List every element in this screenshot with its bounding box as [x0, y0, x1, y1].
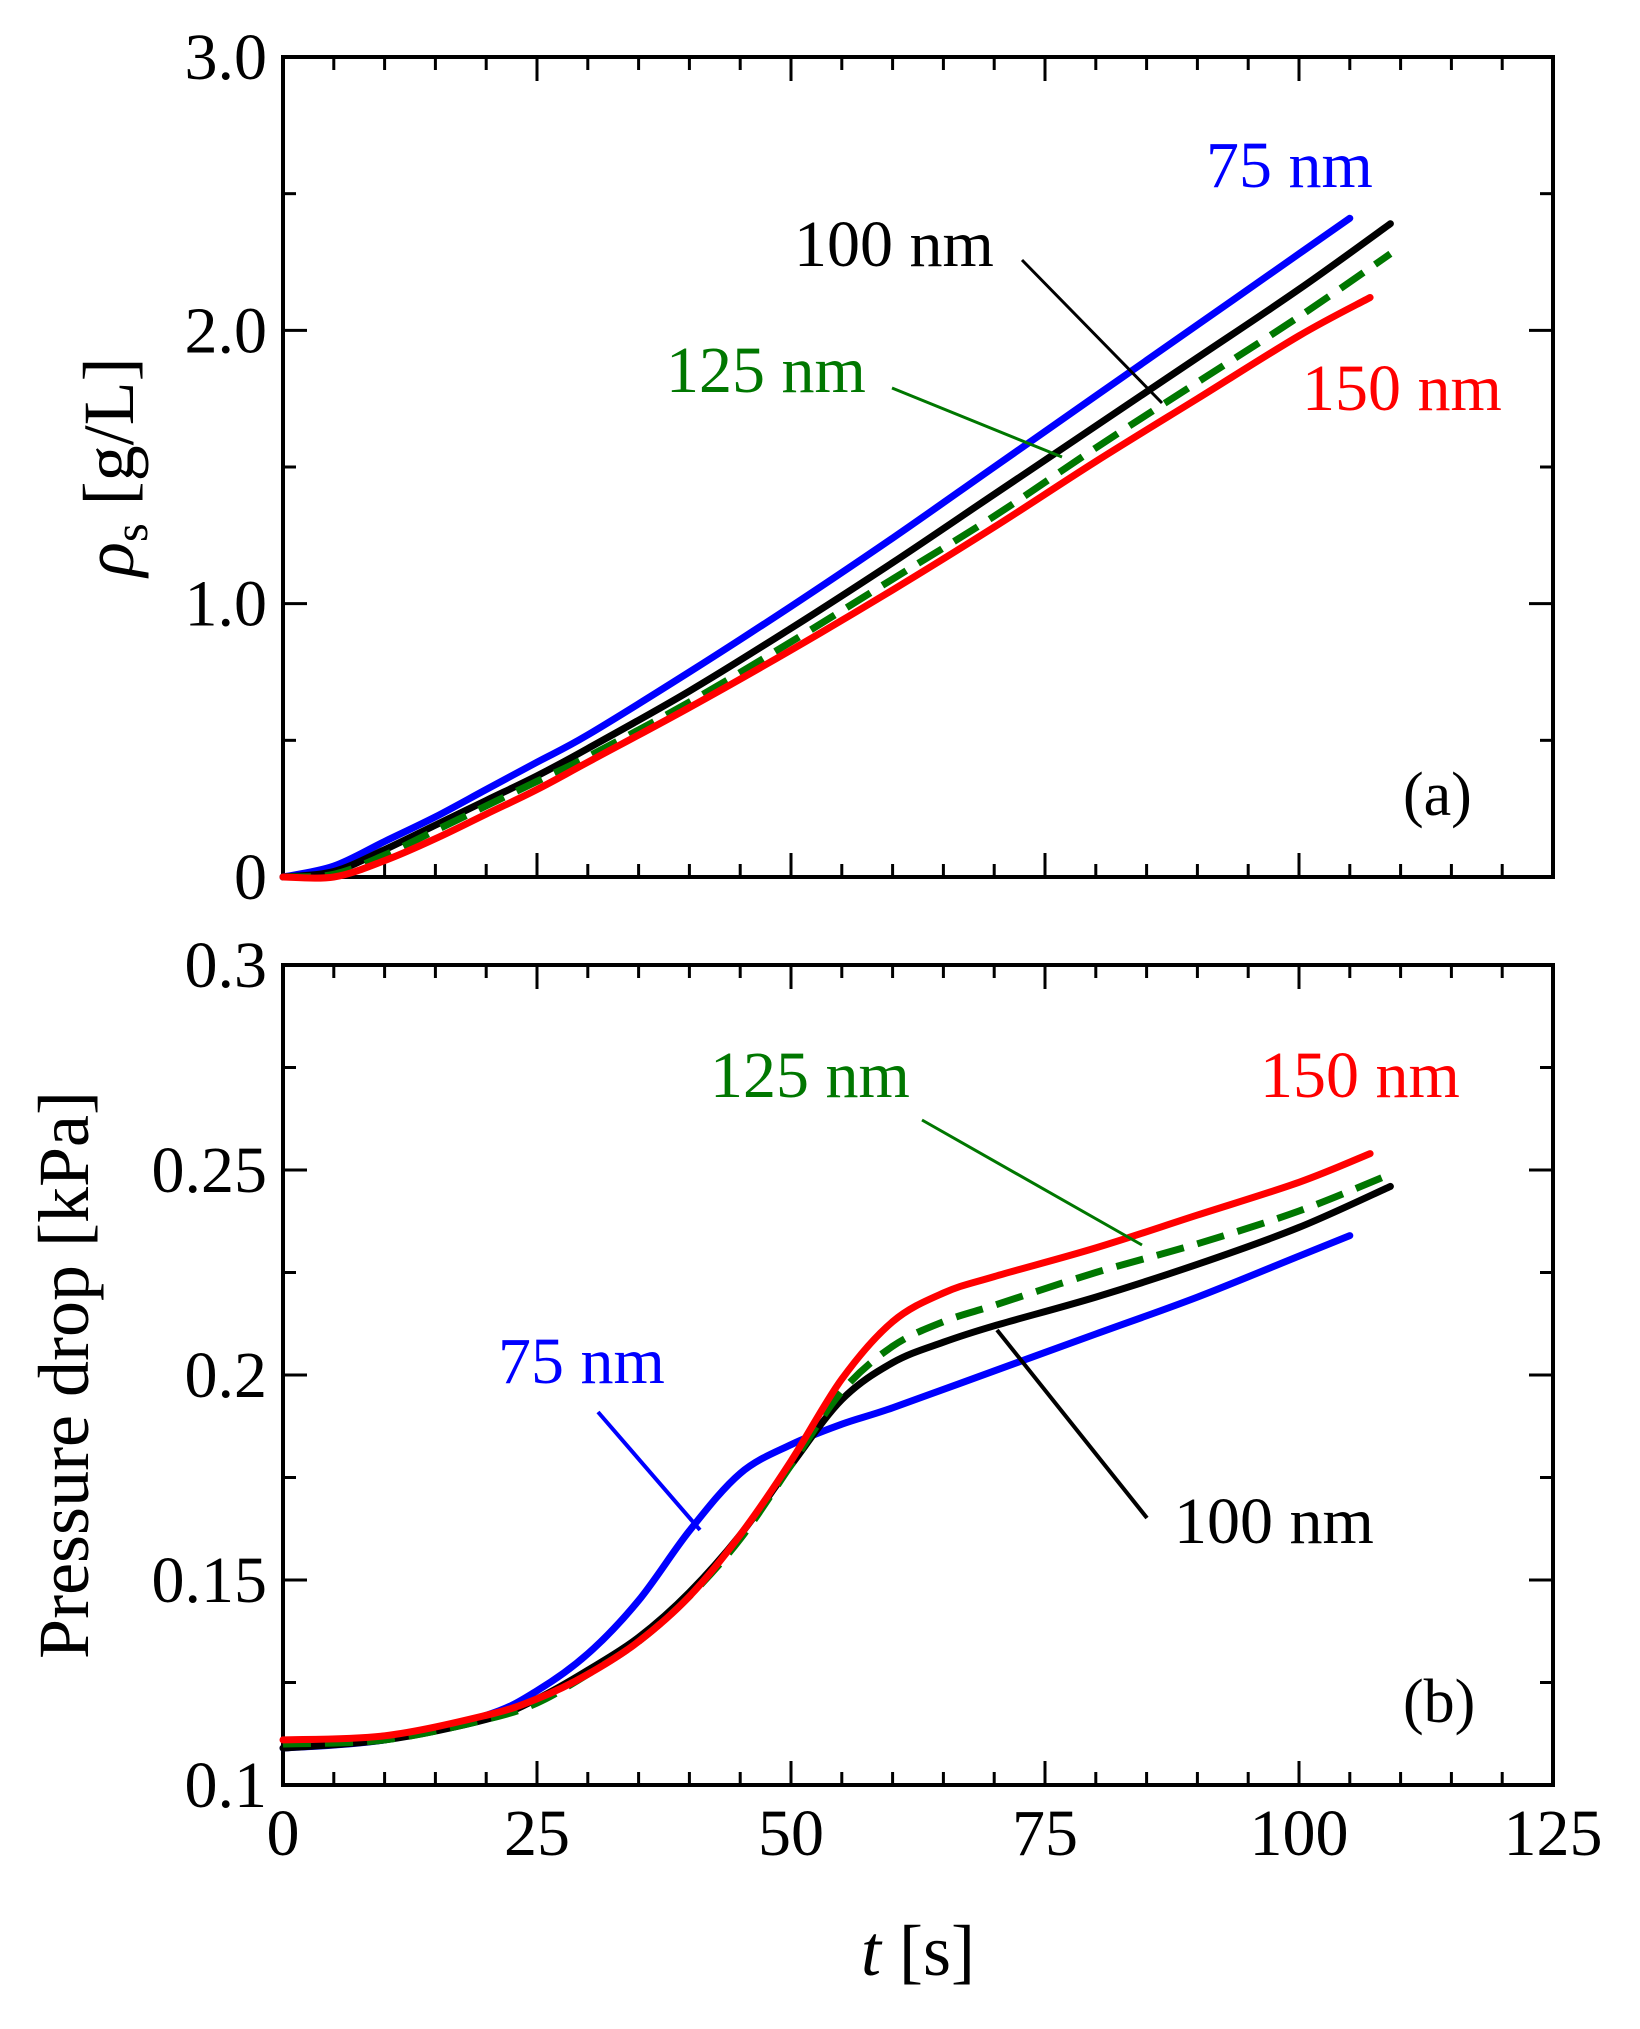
panel-a-y-tick-labels: 0 1.0 2.0 3.0	[185, 21, 268, 914]
panel-b-leader-75nm	[596, 1410, 702, 1532]
panel-b-label-150nm: 150 nm	[1260, 1039, 1460, 1112]
panel-a-label-75nm: 75 nm	[1206, 129, 1373, 202]
panel-a-label-150nm: 150 nm	[1302, 352, 1502, 425]
series-line-150nm	[279, 294, 1374, 882]
x-tick-label: 50	[758, 1797, 824, 1870]
panel-b-tag: (b)	[1403, 1668, 1475, 1736]
panel-b-leader-125nm	[921, 1118, 1143, 1247]
x-tick-label: 100	[1250, 1797, 1349, 1870]
panel-a-ticks	[281, 55, 1555, 879]
x-tick-label: 25	[504, 1797, 570, 1870]
series-line-125nm	[282, 1170, 1392, 1748]
series-line-75nm	[279, 214, 1354, 881]
series-line-125nm	[282, 250, 1393, 881]
x-tick-label: 75	[1012, 1797, 1078, 1870]
y-tick-label: 2.0	[185, 294, 268, 367]
panel-a-rho-vs-time: 01.02.03.0 ρs [g/L] 75 nm 100 nm 125 nm …	[69, 21, 1555, 914]
y-tick-label: 0.25	[152, 1134, 268, 1207]
panel-b-x-axis-label: t [s]	[861, 1911, 975, 1991]
panel-a-label-125nm: 125 nm	[666, 334, 866, 407]
y-tick-label: 0.3	[185, 929, 268, 1002]
panel-b-ticks	[281, 963, 1555, 1787]
panel-b-x-tick-labels: 0 25 50 75 100 125	[267, 1797, 1603, 1870]
series-line-100nm	[279, 220, 1394, 881]
series-line-100nm	[279, 1182, 1394, 1752]
panel-a-label-100nm: 100 nm	[794, 208, 994, 281]
panel-b-leader-100nm	[995, 1328, 1149, 1520]
panel-b-y-tick-labels: 0.1 0.15 0.2 0.25 0.3	[152, 929, 268, 1822]
panel-a-tag: (a)	[1403, 761, 1472, 829]
y-tick-label: 0.2	[185, 1339, 268, 1412]
y-tick-label: 1.0	[185, 568, 268, 641]
panel-b-label-75nm: 75 nm	[498, 1325, 665, 1398]
y-tick-label: 0	[234, 841, 267, 914]
panel-a-leader-125nm	[891, 386, 1063, 459]
y-tick-label: 0.15	[152, 1544, 268, 1617]
series-line-150nm	[279, 1150, 1374, 1744]
panel-b-label-100nm: 100 nm	[1174, 1485, 1374, 1558]
panel-a-leader-100nm	[1020, 258, 1164, 405]
panel-b-pressure-drop-vs-time: 0.1 0.15 0.2 0.25 0.3 0 25 50 75 100 125 Pressure…	[24, 929, 1603, 1991]
y-tick-label: 0.1	[185, 1749, 268, 1822]
x-tick-label: 0	[267, 1797, 300, 1870]
y-tick-label: 3.0	[185, 21, 268, 94]
panel-b-y-axis-label: Pressure drop [kPa]	[24, 1091, 104, 1659]
x-tick-label: 125	[1504, 1797, 1603, 1870]
panel-b-label-125nm: 125 nm	[710, 1039, 910, 1112]
panel-a-y-axis-label: ρs [g/L]	[69, 357, 158, 578]
panel-b-series	[279, 1150, 1394, 1752]
panel-a-series	[279, 214, 1394, 882]
